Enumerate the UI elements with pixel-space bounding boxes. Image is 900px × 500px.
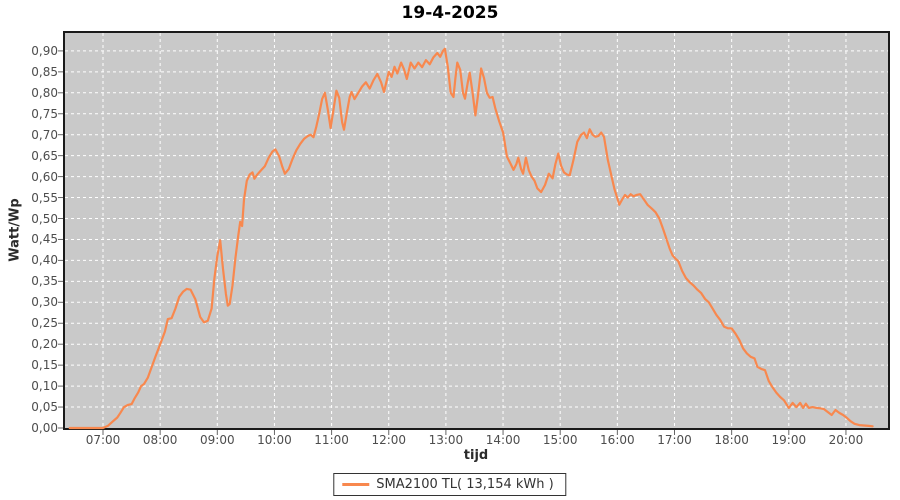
gridlines: [65, 33, 888, 428]
legend-line-swatch: [342, 483, 370, 486]
y-tick-label: 0,10: [31, 379, 58, 394]
plot-background: [64, 32, 889, 429]
y-tick-label: 0,55: [31, 190, 58, 205]
y-tick-label: 0,65: [31, 148, 58, 163]
x-tick-label: 16:00: [600, 433, 635, 447]
y-tick-label: 0,20: [31, 337, 58, 352]
x-tick-label: 20:00: [828, 433, 864, 447]
chart-title: 19-4-2025: [401, 3, 499, 23]
y-tick-label: 0,30: [31, 295, 58, 310]
x-tick-label: 13:00: [428, 433, 464, 447]
y-tick-label: 0,25: [31, 316, 58, 331]
legend: SMA2100 TL( 13,154 kWh ): [333, 473, 567, 496]
x-tick-label: 07:00: [85, 433, 121, 447]
x-tick-label: 09:00: [200, 433, 235, 447]
y-tick-label: 0,35: [31, 274, 58, 289]
x-tick-label: 12:00: [371, 433, 407, 447]
y-tick-label: 0,80: [31, 85, 58, 100]
y-axis-title: Watt/Wp: [7, 198, 23, 262]
y-tick-label: 0,85: [31, 64, 58, 79]
y-tick-label: 0,50: [31, 211, 58, 226]
x-tick-label: 18:00: [714, 433, 749, 447]
y-tick-label: 0,70: [31, 127, 58, 142]
x-tick-label: 11:00: [314, 433, 349, 447]
legend-series-label: SMA2100 TL( 13,154 kWh ): [376, 477, 554, 492]
x-tick-label: 19:00: [771, 433, 807, 447]
y-tick-label: 0,45: [31, 232, 58, 247]
x-tick-label: 10:00: [257, 433, 292, 447]
y-tick-label: 0,05: [31, 400, 58, 415]
series-line: [68, 47, 874, 430]
y-tick-label: 0,90: [31, 43, 58, 58]
x-tick-label: 08:00: [142, 433, 178, 447]
y-tick-label: 0,40: [31, 253, 58, 268]
y-tick-label: 0,15: [31, 358, 58, 373]
y-tick-label: 0,60: [31, 169, 58, 184]
x-tick-label: 14:00: [485, 433, 521, 447]
y-tick-label: 0,00: [31, 421, 58, 435]
plot-border: [63, 31, 890, 430]
y-tick-label: 0,75: [31, 106, 58, 121]
tick-marks: [58, 50, 847, 435]
x-tick-label: 17:00: [657, 433, 692, 447]
x-axis-title: tijd: [463, 448, 489, 463]
x-tick-label: 15:00: [542, 433, 578, 447]
